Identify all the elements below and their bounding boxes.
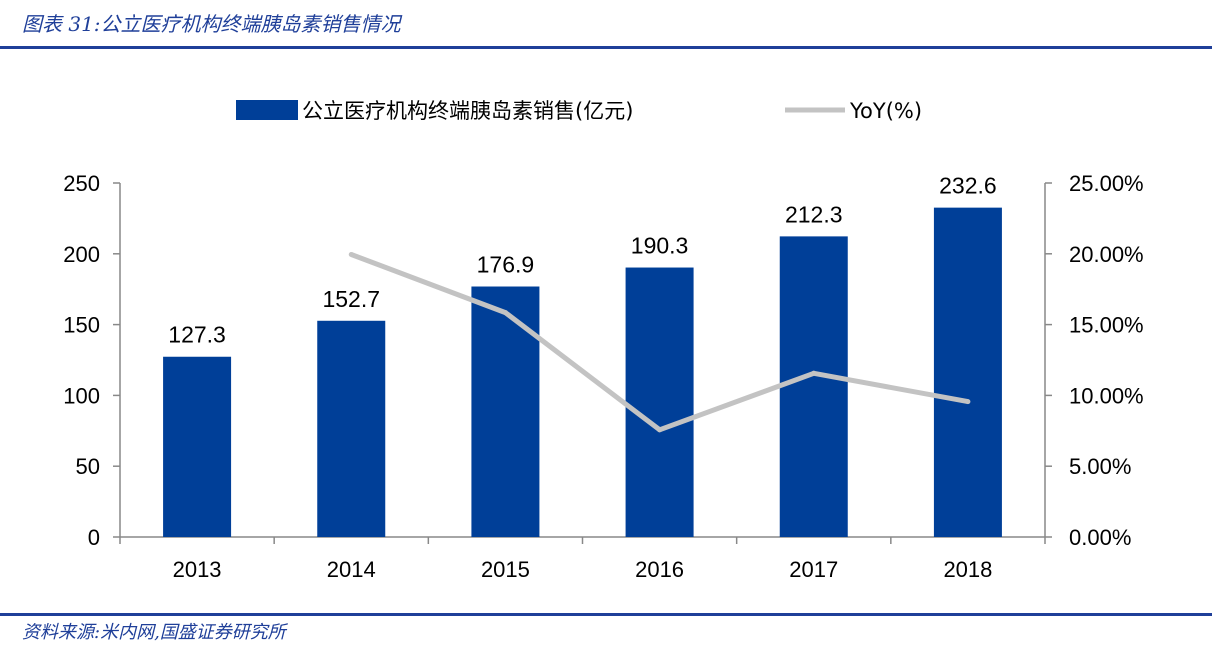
- bar-data-label: 212.3: [785, 201, 843, 227]
- bar-data-label: 127.3: [168, 322, 226, 348]
- bar-data-label: 190.3: [631, 233, 689, 259]
- bar: [625, 267, 694, 537]
- left-tick-label: 150: [63, 313, 100, 338]
- yoy-point: [811, 370, 817, 376]
- yoy-point: [657, 427, 663, 433]
- yoy-point: [348, 252, 354, 258]
- bar-data-label: 152.7: [322, 286, 380, 312]
- legend-bar-swatch: [236, 100, 298, 120]
- x-tick-label: 2018: [943, 557, 992, 582]
- yoy-point: [502, 310, 508, 316]
- bottom-rule: [0, 613, 1212, 616]
- right-tick-label: 0.00%: [1069, 525, 1131, 550]
- right-tick-label: 5.00%: [1069, 454, 1131, 479]
- bar: [471, 286, 540, 537]
- x-tick-label: 2013: [173, 557, 222, 582]
- bar-data-label: 232.6: [939, 173, 997, 199]
- bar: [317, 320, 386, 537]
- left-tick-label: 250: [63, 171, 100, 196]
- top-rule: [0, 46, 1212, 49]
- left-tick-label: 200: [63, 242, 100, 267]
- right-tick-label: 25.00%: [1069, 171, 1144, 196]
- x-tick-label: 2014: [327, 557, 376, 582]
- left-tick-label: 0: [88, 525, 100, 550]
- x-tick-label: 2017: [789, 557, 838, 582]
- bar-data-label: 176.9: [477, 252, 535, 278]
- axes: 0 50 100 150 200 250 0.00% 5.00% 10.00% 15.00% 20.…: [63, 171, 1143, 582]
- legend-bar-label: 公立医疗机构终端胰岛素销售(亿元): [302, 99, 633, 123]
- bars: [163, 207, 1002, 538]
- legend-line-label: YoY(%): [849, 99, 922, 123]
- yoy-line: [348, 252, 971, 433]
- right-tick-label: 20.00%: [1069, 242, 1144, 267]
- right-tick-label: 15.00%: [1069, 313, 1144, 338]
- data-labels: 127.3 152.7 176.9 190.3 212.3 232.6: [168, 173, 996, 348]
- x-tick-label: 2015: [481, 557, 530, 582]
- x-tick-label: 2016: [635, 557, 684, 582]
- right-tick-label: 10.00%: [1069, 383, 1144, 408]
- bar: [163, 356, 232, 537]
- figure-title: 图表 31:公立医疗机构终端胰岛素销售情况: [22, 12, 401, 36]
- bar: [933, 207, 1002, 537]
- yoy-point: [965, 399, 971, 405]
- source-note: 资料来源:米内网,国盛证券研究所: [22, 622, 286, 643]
- left-tick-label: 100: [63, 383, 100, 408]
- legend: 公立医疗机构终端胰岛素销售(亿元) YoY(%): [236, 99, 922, 123]
- bar: [779, 236, 848, 538]
- left-tick-label: 50: [76, 454, 100, 479]
